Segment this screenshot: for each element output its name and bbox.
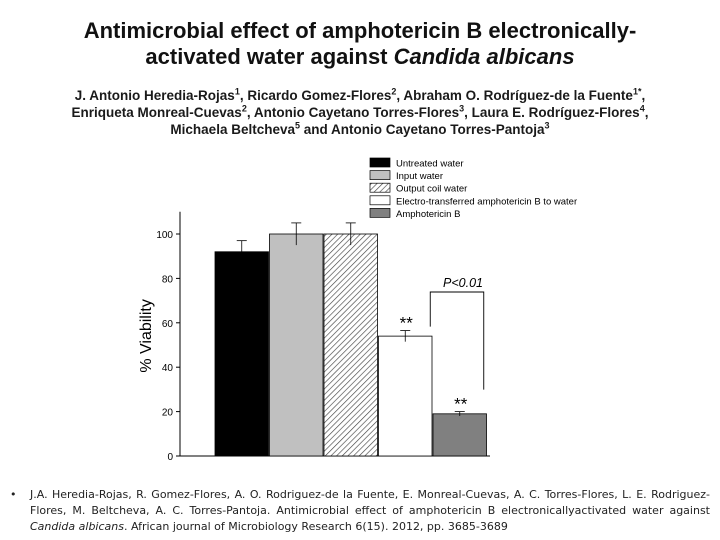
bar bbox=[269, 233, 324, 457]
legend-swatch bbox=[369, 170, 391, 180]
y-tick-label: 20 bbox=[162, 408, 174, 419]
legend-label: Input water bbox=[396, 171, 443, 182]
title-line-2-text: activated water against bbox=[145, 44, 394, 69]
citation-bullet: • bbox=[10, 488, 17, 501]
author-name: Michaela Beltcheva bbox=[170, 122, 295, 137]
author-separator: , bbox=[641, 88, 646, 103]
author-affiliation: 1 bbox=[234, 86, 240, 97]
y-tick-label: 60 bbox=[162, 319, 174, 330]
author-name: Antonio Cayetano Torres-Pantoja bbox=[331, 122, 545, 137]
author-separator: , bbox=[239, 88, 248, 103]
legend-label: Amphotericin B bbox=[396, 209, 460, 220]
legend-label: Output coil water bbox=[396, 184, 467, 195]
bar bbox=[214, 251, 269, 457]
author-separator: , bbox=[644, 105, 649, 120]
bar bbox=[323, 233, 378, 457]
legend-swatch bbox=[369, 195, 391, 206]
y-tick-label: 40 bbox=[162, 363, 174, 374]
legend-label: Untreated water bbox=[396, 159, 464, 170]
citation-text: J.A. Heredia-Rojas, R. Gomez-Flores, A. … bbox=[30, 487, 710, 535]
author-name: Enriqueta Monreal-Cuevas bbox=[71, 105, 242, 120]
bar bbox=[378, 335, 433, 457]
title-line-1: Antimicrobial effect of amphotericin B e… bbox=[83, 18, 637, 43]
bar bbox=[432, 413, 487, 457]
author-separator: and bbox=[300, 122, 332, 137]
author-name: Abraham O. Rodríguez-de la Fuente bbox=[403, 88, 633, 103]
author-name: Laura E. Rodríguez-Flores bbox=[471, 105, 640, 120]
author-separator: , bbox=[464, 105, 472, 120]
citation-organism: Candida albicans bbox=[30, 520, 124, 533]
legend-swatch bbox=[369, 157, 391, 168]
author-separator: , bbox=[396, 88, 404, 103]
legend-swatch bbox=[369, 182, 391, 193]
author-name: Ricardo Gomez-Flores bbox=[247, 88, 392, 103]
slide-title: Antimicrobial effect of amphotericin B e… bbox=[0, 18, 720, 70]
significance-bracket bbox=[429, 291, 485, 390]
author-list: J. Antonio Heredia-Rojas1, Ricardo Gomez… bbox=[10, 87, 710, 138]
p-value-label: P<0.01 bbox=[443, 276, 483, 290]
y-axis-label: % Viability bbox=[138, 299, 155, 373]
citation-text-pre: J.A. Heredia-Rojas, R. Gomez-Flores, A. … bbox=[30, 488, 710, 517]
author-name: J. Antonio Heredia-Rojas bbox=[74, 88, 235, 103]
bar-series: ** ** bbox=[214, 222, 487, 457]
citation-text-post: . African journal of Microbiology Resear… bbox=[123, 520, 508, 533]
author-affiliation: 2 bbox=[241, 103, 247, 114]
title-organism: Candida albicans bbox=[393, 44, 575, 69]
author-affiliation: 2 bbox=[391, 86, 397, 97]
significance-marker: ** bbox=[454, 395, 468, 414]
author-separator: , bbox=[246, 105, 254, 120]
legend-swatch bbox=[369, 208, 391, 218]
author-name: Antonio Cayetano Torres-Flores bbox=[253, 105, 460, 120]
y-tick-label: 0 bbox=[167, 452, 173, 463]
author-affiliation: 5 bbox=[294, 120, 300, 131]
legend-label: Electro-transferred amphotericin B to wa… bbox=[396, 196, 577, 207]
significance-marker: ** bbox=[400, 314, 414, 333]
title-line-2: activated water against Candida albicans bbox=[0, 44, 720, 70]
author-affiliation: 3 bbox=[459, 103, 465, 114]
author-affiliation: 3 bbox=[544, 120, 550, 131]
y-tick-label: 80 bbox=[162, 274, 174, 285]
author-affiliation: 1* bbox=[632, 86, 642, 97]
author-affiliation: 4 bbox=[639, 103, 645, 114]
significance-annotation: P<0.01 bbox=[429, 276, 485, 390]
y-tick-label: 100 bbox=[156, 230, 173, 241]
